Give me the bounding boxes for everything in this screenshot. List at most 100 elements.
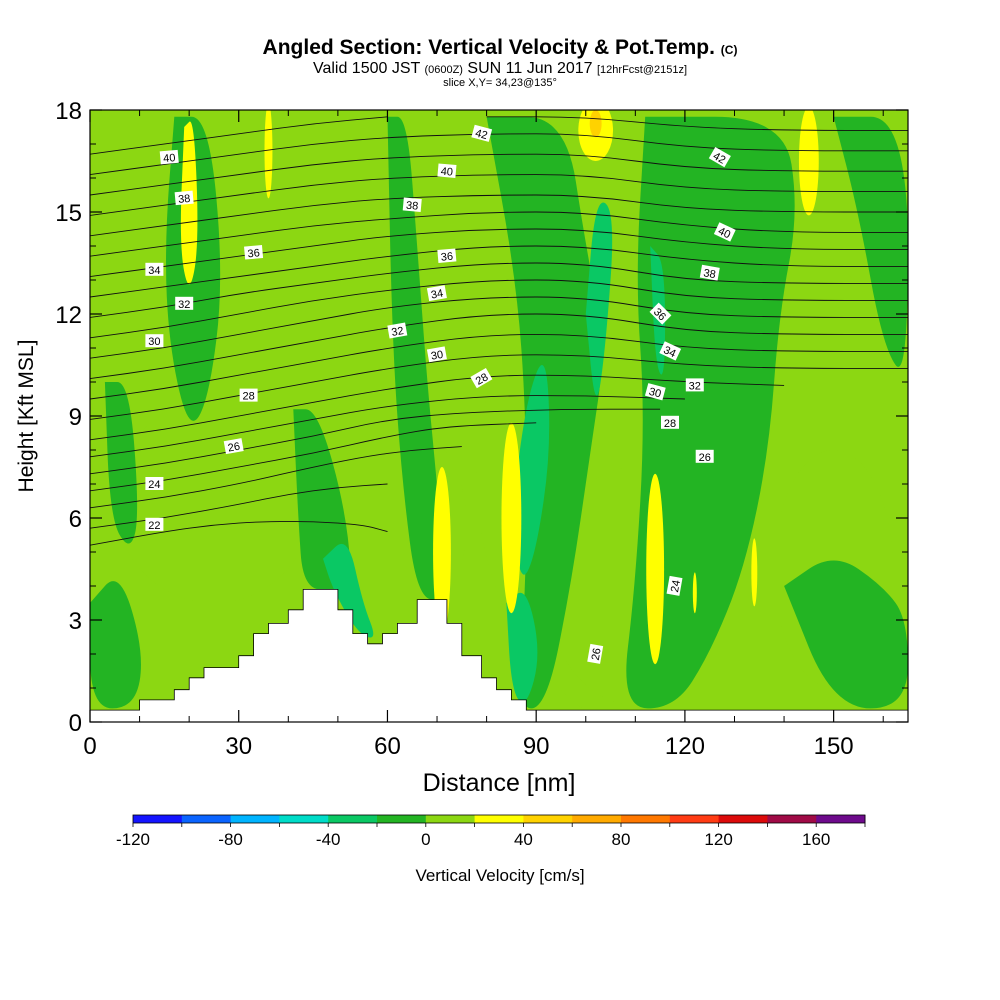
colorbar-segment: [425, 815, 476, 823]
theta-label-bg: [437, 163, 457, 178]
theta-label-text: 24: [148, 479, 160, 491]
theta-label: 30: [426, 346, 447, 363]
colorbar-segment: [767, 815, 817, 823]
terrain-fill: [90, 589, 908, 722]
theta-contour-21: [90, 483, 388, 529]
theta-label-text: 42: [711, 150, 728, 167]
terrain-profile: [90, 589, 908, 722]
theta-label-text: 36: [247, 247, 260, 260]
colorbar-segment: [572, 815, 622, 823]
theta-label-text: 28: [242, 391, 254, 403]
theta-label: 36: [437, 248, 457, 264]
theta-contour-38: [90, 153, 908, 196]
theta-contour-39: [90, 133, 908, 176]
theta-label-bg: [145, 334, 164, 348]
velocity-region: [323, 543, 374, 638]
colorbar-segment: [816, 815, 866, 823]
theta-label-bg: [659, 341, 682, 361]
x-tick-label: 0: [83, 733, 96, 760]
theta-label-text: 26: [227, 441, 241, 455]
y-tick-label: 0: [69, 710, 82, 737]
theta-label: 40: [159, 149, 179, 165]
theta-label: 32: [387, 322, 408, 339]
theta-label: 28: [239, 388, 258, 403]
theta-label-bg: [471, 124, 493, 142]
theta-label-text: 40: [163, 152, 176, 165]
colorbar-segment: [474, 815, 524, 823]
colorbar-tick-label: -120: [116, 830, 150, 849]
theta-contour-27: [90, 354, 908, 420]
theta-label-bg: [145, 477, 164, 490]
theta-label-bg: [470, 368, 493, 389]
x-tick-label: 120: [665, 733, 705, 760]
velocity-region: [264, 110, 273, 199]
theta-label: 26: [587, 643, 604, 664]
theta-label: 40: [713, 222, 736, 242]
y-tick-label: 9: [69, 404, 82, 431]
theta-label-bg: [159, 149, 179, 165]
theta-label-bg: [174, 190, 194, 206]
theta-contour-20: [90, 520, 388, 546]
theta-label: 38: [402, 197, 422, 213]
velocity-region: [751, 538, 758, 607]
theta-contour-25: [90, 395, 685, 458]
theta-label-bg: [244, 245, 264, 260]
theta-label-bg: [685, 378, 704, 392]
theta-label-bg: [644, 383, 666, 401]
x-tick-label: 90: [523, 733, 550, 760]
velocity-region: [104, 382, 138, 544]
colorbar-segment: [230, 815, 280, 823]
colorbar-tick-label: -40: [316, 830, 341, 849]
theta-label-text: 34: [148, 265, 160, 277]
y-tick-label: 18: [55, 98, 82, 125]
theta-contour-labels: 40 38 36 34 32 30 28 26 24 22 42 40 38 36 34 32 30 28 42 40…: [145, 124, 736, 664]
velocity-region: [90, 581, 141, 709]
colorbar-tick-label: 0: [421, 830, 430, 849]
velocity-region: [506, 592, 538, 702]
theta-contour-41: [486, 116, 908, 131]
colorbar-tick-label: 40: [514, 830, 533, 849]
theta-label: 34: [426, 285, 447, 302]
y-tick-label: 15: [55, 200, 82, 227]
theta-label-text: 30: [647, 386, 662, 401]
theta-label-text: 38: [702, 267, 716, 281]
theta-label-bg: [661, 415, 679, 429]
theta-label-bg: [587, 643, 604, 664]
theta-label: 42: [708, 147, 731, 168]
theta-contour-40: [90, 116, 388, 155]
theta-label-bg: [713, 222, 736, 242]
theta-label: 34: [659, 341, 682, 361]
theta-label-text: 26: [590, 647, 604, 661]
theta-label: 32: [685, 378, 704, 392]
theta-label-bg: [223, 438, 244, 455]
theta-contour-29: [90, 313, 908, 380]
colorbar-segment: [181, 815, 232, 823]
theta-label-text: 24: [669, 579, 683, 593]
theta-label: 38: [699, 264, 720, 281]
theta-label-bg: [699, 264, 720, 281]
theta-label-bg: [437, 248, 457, 263]
theta-label-bg: [402, 197, 422, 212]
theta-label: 30: [644, 383, 666, 401]
colorbar-segment: [279, 815, 329, 823]
chart-title-text: Angled Section: Vertical Velocity & Pot.…: [262, 36, 715, 59]
theta-label: 28: [661, 415, 679, 430]
theta-label: 22: [145, 517, 164, 532]
x-tick-label: 60: [374, 733, 401, 760]
theta-label-text: 28: [474, 371, 491, 388]
velocity-region: [833, 116, 908, 367]
theta-label-bg: [695, 449, 714, 463]
theta-contour-23: [90, 422, 537, 492]
velocity-region: [784, 560, 908, 709]
colorbar-tick-label: 160: [802, 830, 830, 849]
y-tick-label: 12: [55, 302, 82, 329]
colorbar-tick-label: 120: [704, 830, 732, 849]
theta-label-text: 22: [148, 520, 160, 532]
forecast-label: [12hrFcst@2151z]: [597, 64, 688, 76]
chart-valid-line: Valid 1500 JST (0600Z) SUN 11 Jun 2017 […: [0, 60, 1000, 78]
theta-label-bg: [239, 388, 258, 402]
theta-label-text: 30: [430, 349, 444, 363]
theta-contour-35: [90, 211, 908, 257]
velocity-region: [585, 202, 613, 396]
